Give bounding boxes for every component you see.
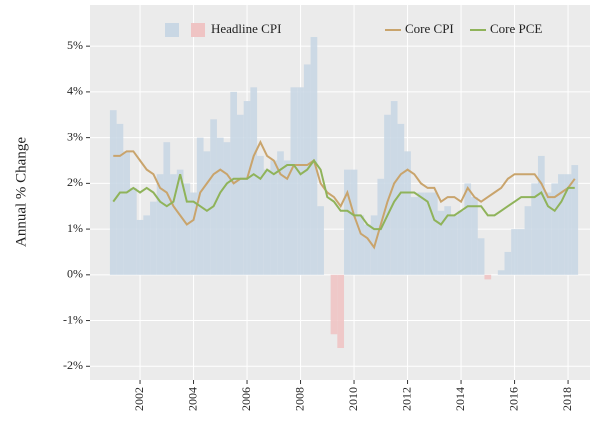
- bar: [337, 274, 345, 348]
- bar: [390, 101, 398, 275]
- bar: [531, 183, 538, 275]
- bar: [497, 270, 505, 275]
- bar: [237, 114, 244, 275]
- bar: [410, 197, 418, 275]
- bar: [544, 192, 552, 275]
- bar: [424, 192, 431, 275]
- y-axis-label: Annual % Change: [13, 137, 29, 247]
- bar: [129, 187, 137, 275]
- bar: [156, 174, 164, 275]
- legend-label: Core PCE: [490, 21, 542, 36]
- bar: [203, 151, 211, 275]
- bar: [537, 155, 545, 275]
- bar: [176, 169, 184, 275]
- bar: [524, 206, 532, 275]
- y-tick-label: -2%: [63, 358, 83, 372]
- bar: [504, 251, 512, 275]
- y-tick-label: 2%: [67, 175, 83, 189]
- bar: [317, 206, 324, 275]
- bar: [477, 238, 485, 275]
- bar: [290, 87, 298, 275]
- bar: [384, 114, 391, 275]
- bar: [150, 201, 157, 275]
- bar: [283, 160, 291, 275]
- bar: [451, 215, 458, 275]
- x-tick-label: 2014: [453, 387, 467, 411]
- y-tick-label: 0%: [67, 267, 83, 281]
- bar: [223, 142, 231, 275]
- bar: [116, 123, 124, 275]
- bar: [511, 229, 518, 275]
- legend-swatch: [165, 23, 179, 37]
- line: [112, 158, 575, 231]
- bar: [344, 169, 351, 275]
- bar: [143, 215, 151, 275]
- bar: [263, 169, 271, 275]
- x-tick-label: 2010: [346, 387, 360, 411]
- bar: [430, 192, 438, 275]
- legend-swatch: [191, 23, 205, 37]
- bar: [170, 174, 177, 275]
- y-tick-label: 1%: [67, 221, 83, 235]
- bar: [364, 224, 371, 275]
- bar: [404, 151, 411, 275]
- bar: [551, 183, 559, 275]
- bar: [437, 210, 445, 275]
- x-tick-label: 2002: [132, 387, 146, 411]
- x-tick-label: 2008: [292, 387, 306, 411]
- bar: [277, 151, 284, 275]
- bar: [464, 183, 472, 275]
- bar: [457, 210, 465, 275]
- bar: [484, 274, 492, 280]
- bar: [310, 37, 318, 275]
- bar: [444, 206, 452, 275]
- bar: [350, 169, 358, 275]
- y-tick-label: 5%: [67, 38, 83, 52]
- bar: [564, 174, 572, 275]
- bar: [397, 123, 405, 275]
- y-tick-label: -1%: [63, 312, 83, 326]
- legend-label: Headline CPI: [211, 21, 281, 36]
- bar: [571, 165, 579, 275]
- bar: [517, 229, 525, 275]
- bar: [183, 183, 191, 275]
- bar: [136, 219, 144, 275]
- bar: [210, 119, 217, 275]
- bar: [297, 87, 304, 275]
- bar: [190, 192, 197, 275]
- y-tick-label: 3%: [67, 129, 83, 143]
- bar: [471, 197, 478, 275]
- bar: [163, 142, 171, 275]
- legend-label: Core CPI: [405, 21, 454, 36]
- bar: [109, 110, 117, 275]
- bar: [417, 192, 425, 275]
- bar: [250, 87, 258, 275]
- bar: [243, 101, 251, 275]
- bar: [558, 174, 565, 275]
- bar: [257, 155, 264, 275]
- x-tick-label: 2016: [506, 387, 520, 411]
- x-tick-label: 2006: [239, 387, 253, 411]
- bar: [123, 151, 130, 275]
- x-tick-label: 2018: [560, 387, 574, 411]
- line: [113, 139, 576, 250]
- bar: [357, 215, 365, 275]
- bar: [330, 274, 338, 335]
- bar: [216, 137, 224, 275]
- bar: [270, 160, 278, 275]
- y-tick-label: 4%: [67, 84, 83, 98]
- x-tick-label: 2004: [185, 387, 199, 411]
- x-tick-label: 2012: [399, 387, 413, 411]
